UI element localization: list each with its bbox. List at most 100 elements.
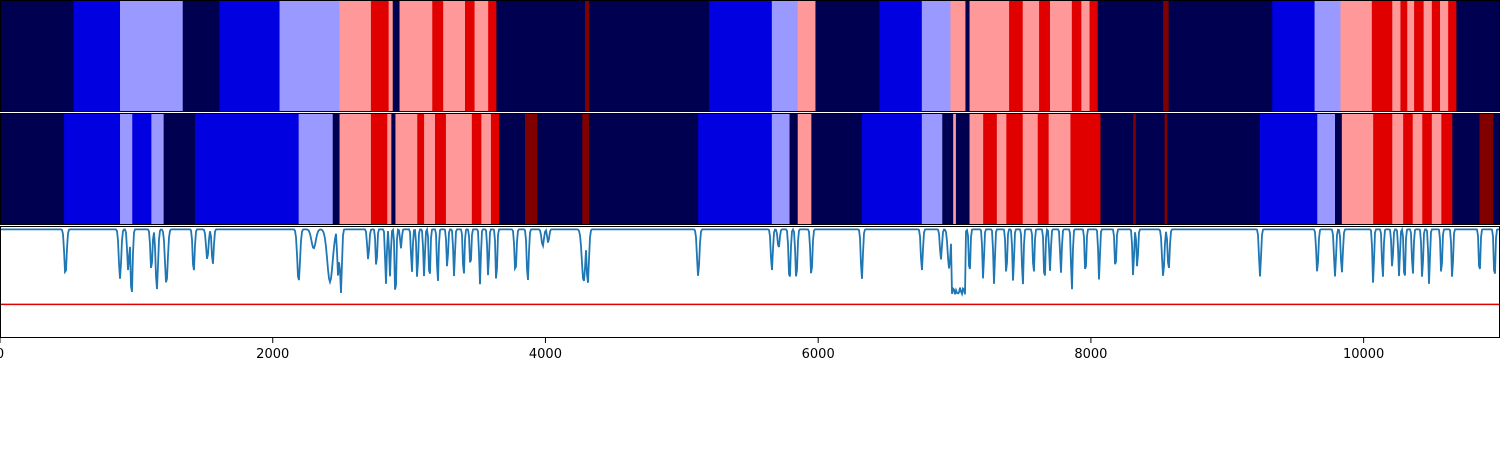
state-segment (942, 113, 954, 225)
state-segment (64, 113, 121, 225)
state-segment (163, 113, 196, 225)
state-segment (789, 113, 799, 225)
state-segment (499, 113, 526, 225)
x-tick-label: 2000 (256, 347, 289, 362)
state-segment (120, 113, 133, 225)
state-segment (1009, 0, 1024, 112)
state-segment (589, 113, 699, 225)
state-segment (388, 0, 394, 112)
state-segment (1100, 113, 1134, 225)
state-segment (465, 0, 475, 112)
state-segment (120, 0, 184, 112)
state-segment (424, 113, 436, 225)
state-segment (698, 113, 773, 225)
state-segment (1479, 113, 1494, 225)
state-segment (1431, 0, 1441, 112)
state-segment (1006, 113, 1024, 225)
state-segment (339, 113, 372, 225)
state-segment (1089, 0, 1099, 112)
state-segment (399, 0, 433, 112)
state-segment (1452, 113, 1480, 225)
state-segment (1167, 113, 1261, 225)
state-segment (1097, 0, 1164, 112)
state-segment (1414, 0, 1425, 112)
state-segment (1392, 0, 1401, 112)
state-segment (435, 113, 447, 225)
state-segment (391, 113, 396, 225)
state-segment (709, 0, 773, 112)
state-segment (1135, 113, 1165, 225)
state-segment (771, 113, 790, 225)
state-segment (0, 113, 65, 225)
state-segment (1050, 0, 1073, 112)
state-segment (1163, 0, 1170, 112)
state-segment (983, 113, 998, 225)
state-segment (1022, 113, 1039, 225)
state-segment (395, 113, 418, 225)
state-segment (370, 113, 388, 225)
state-segment (1341, 113, 1374, 225)
state-segment (1403, 113, 1414, 225)
state-segment (1048, 113, 1071, 225)
state-segment (965, 0, 970, 112)
state-segment (969, 0, 1010, 112)
state-segment (481, 113, 492, 225)
signal-line (0, 226, 1500, 297)
signal-panel (0, 226, 1500, 338)
state-segment (1168, 0, 1273, 112)
signal-panel-background (0, 226, 1500, 338)
x-tick-label: 6000 (802, 347, 835, 362)
state-segment (195, 113, 300, 225)
state-segment (811, 113, 863, 225)
state-row-1 (0, 0, 1500, 112)
state-segment (1314, 0, 1341, 112)
state-segment (537, 113, 583, 225)
state-segment (1340, 0, 1373, 112)
state-segment (1448, 0, 1457, 112)
state-segment (879, 0, 923, 112)
state-segment (771, 0, 799, 112)
state-row-2 (0, 113, 1500, 225)
state-segment (387, 113, 392, 225)
x-axis: 0 2000 4000 6000 8000 10000 (0, 338, 1384, 362)
state-segment (582, 113, 590, 225)
state-segment (589, 0, 710, 112)
state-segment (471, 113, 482, 225)
state-segment (1423, 0, 1433, 112)
state-segment (1022, 0, 1040, 112)
state-segment (1070, 113, 1101, 225)
state-segment (1412, 113, 1423, 225)
state-segment (1493, 113, 1500, 225)
state-segment (996, 113, 1007, 225)
x-tick-label: 8000 (1074, 347, 1107, 362)
x-tick-label: 10000 (1343, 347, 1384, 362)
state-segment (969, 113, 984, 225)
x-tick-label: 0 (0, 347, 4, 362)
state-segment (1441, 113, 1453, 225)
state-segment (1373, 113, 1393, 225)
state-segment (332, 113, 340, 225)
state-segment (1272, 0, 1315, 112)
state-segment (298, 113, 334, 225)
state-segment (443, 0, 466, 112)
state-segment (953, 113, 957, 225)
state-segment (797, 0, 816, 112)
state-segment (1317, 113, 1336, 225)
state-segment (921, 113, 943, 225)
state-segment (861, 113, 923, 225)
state-segment (1081, 0, 1090, 112)
state-segment (1039, 0, 1051, 112)
state-segment (496, 0, 586, 112)
state-segment (432, 0, 444, 112)
state-segment (1440, 0, 1449, 112)
state-segment (1071, 0, 1082, 112)
state-segment (0, 0, 75, 112)
state-segment (950, 0, 966, 112)
state-segment (585, 0, 590, 112)
state-segment (1037, 113, 1050, 225)
state-segment (445, 113, 473, 225)
state-segment (797, 113, 812, 225)
state-segment (339, 0, 372, 112)
state-segment (151, 113, 165, 225)
